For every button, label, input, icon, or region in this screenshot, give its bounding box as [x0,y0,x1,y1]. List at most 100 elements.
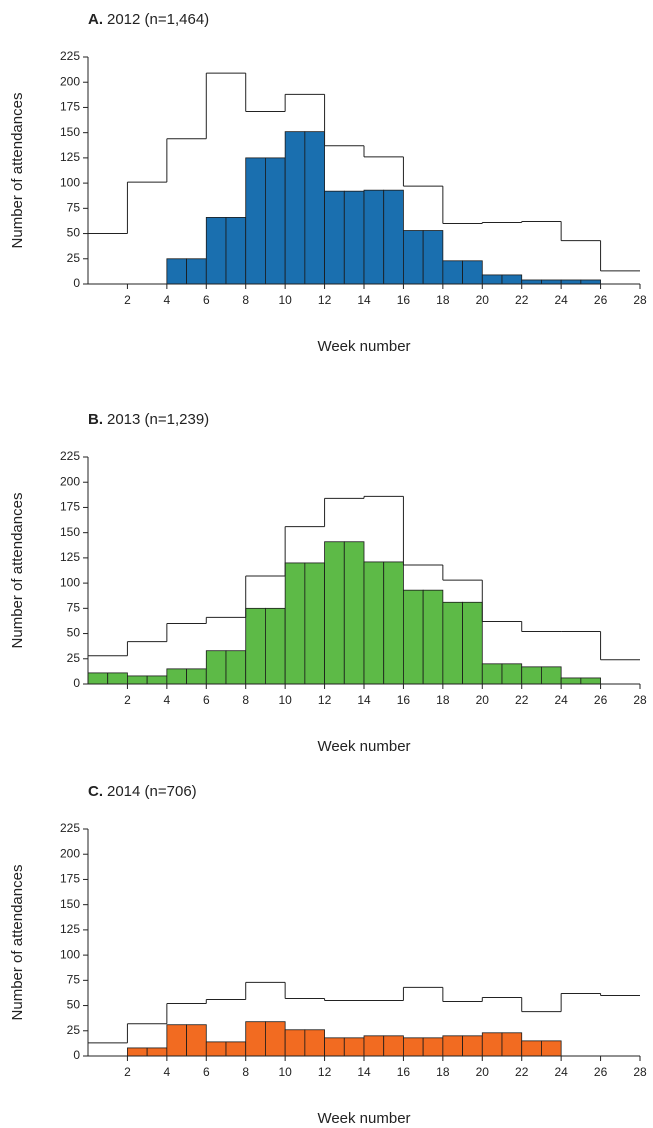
x-tick-label: 2 [124,1065,131,1079]
bar [343,541,365,685]
bar [245,157,266,285]
x-tick-label: 14 [357,293,371,307]
y-tick-label: 225 [60,49,80,63]
bar [324,541,345,685]
bar [324,190,345,285]
x-tick-label: 16 [397,693,411,707]
bar [442,601,463,685]
y-tick-label: 150 [60,525,80,539]
y-tick-label: 75 [67,601,81,615]
x-tick-label: 14 [357,1065,371,1079]
x-tick-label: 2 [124,693,131,707]
y-tick-label: 50 [67,226,81,240]
bar [541,1040,562,1057]
x-tick-label: 18 [436,1065,450,1079]
bar [284,1029,306,1057]
bar [186,668,207,685]
y-tick-label: 25 [67,651,81,665]
bar [245,607,266,685]
x-tick-label: 14 [357,693,371,707]
bar [265,607,286,685]
bar [560,279,582,285]
bar [205,650,227,685]
y-tick-label: 75 [67,201,81,215]
bar [521,279,542,285]
bar [166,258,187,285]
x-tick-label: 4 [164,293,171,307]
y-tick-label: 100 [60,575,80,589]
bar [501,1032,523,1057]
x-tick-label: 28 [633,1065,647,1079]
x-tick-label: 10 [278,293,292,307]
x-tick-label: 4 [164,1065,171,1079]
bar [580,279,601,285]
bar [481,274,503,285]
x-tick-label: 22 [515,1065,529,1079]
bar [225,650,247,685]
y-tick-label: 200 [60,474,80,488]
bar [521,1040,542,1057]
bar [580,677,601,685]
x-tick-label: 16 [397,1065,411,1079]
panel-label: B. [88,411,103,428]
y-tick-label: 125 [60,550,80,564]
x-axis-label: Week number [317,338,410,355]
x-tick-label: 28 [633,693,647,707]
x-tick-label: 26 [594,293,608,307]
y-tick-label: 175 [60,100,80,114]
bar [127,1047,148,1057]
x-tick-label: 24 [554,693,568,707]
bar [462,1035,483,1057]
bar [304,131,325,285]
bar [501,663,523,685]
x-tick-label: 26 [594,1065,608,1079]
y-tick-label: 25 [67,251,81,265]
x-tick-label: 10 [278,1065,292,1079]
bar [560,677,582,685]
x-tick-label: 18 [436,293,450,307]
bar [363,189,385,285]
x-tick-label: 4 [164,693,171,707]
y-tick-label: 0 [73,276,80,290]
y-tick-label: 100 [60,175,80,189]
x-tick-label: 6 [203,1065,210,1079]
panel-title-text: 2012 (n=1,464) [107,11,209,28]
x-tick-label: 22 [515,693,529,707]
x-tick-label: 10 [278,693,292,707]
bar [422,230,444,285]
x-tick-label: 24 [554,293,568,307]
x-tick-label: 6 [203,693,210,707]
bar [284,131,306,285]
bar [403,230,424,285]
x-tick-label: 24 [554,1065,568,1079]
y-tick-label: 0 [73,1048,80,1062]
x-tick-label: 8 [242,693,249,707]
bar [462,260,483,285]
bar [245,1021,266,1057]
bar [166,1024,187,1057]
y-tick-label: 125 [60,922,80,936]
bar [265,1021,286,1057]
y-tick-label: 25 [67,1023,81,1037]
bar [343,1037,365,1057]
bar [186,1024,207,1057]
bar [541,666,562,685]
x-tick-label: 20 [476,293,490,307]
x-tick-label: 28 [633,293,647,307]
bar [166,668,187,685]
bar [225,1041,247,1057]
x-tick-label: 12 [318,293,332,307]
bar [87,672,109,685]
x-tick-label: 26 [594,693,608,707]
bar [501,274,523,285]
bar [521,666,542,685]
y-axis-label: Number of attendances [9,93,26,249]
bar [403,1037,424,1057]
bar [146,1047,168,1057]
panel-title-text: 2013 (n=1,239) [107,411,209,428]
x-tick-label: 12 [318,1065,332,1079]
y-tick-label: 50 [67,626,81,640]
y-tick-label: 0 [73,676,80,690]
y-tick-label: 225 [60,821,80,835]
